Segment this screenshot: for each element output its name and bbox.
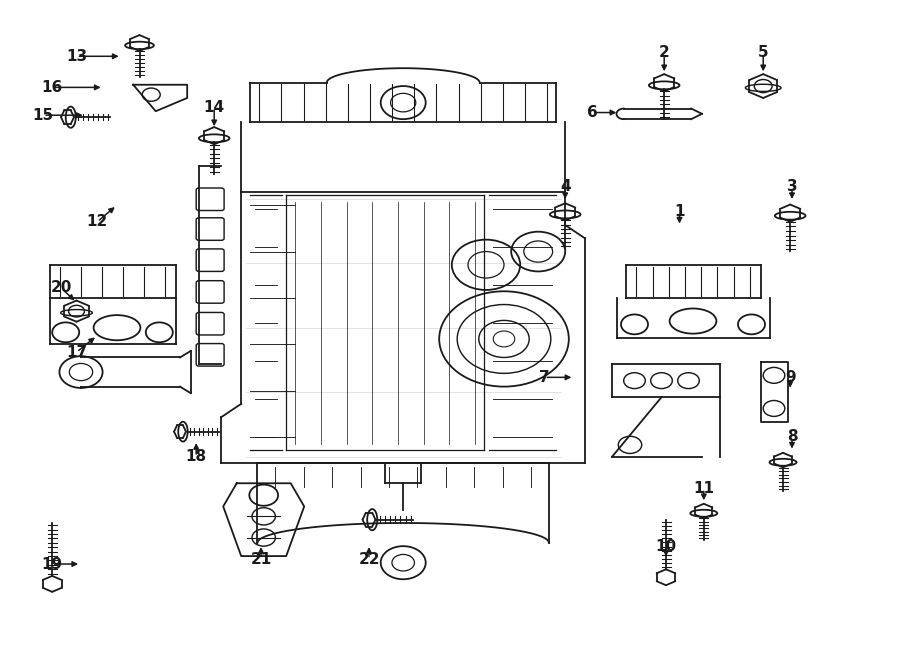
Text: 18: 18 bbox=[185, 449, 207, 464]
Text: 22: 22 bbox=[358, 552, 380, 567]
Text: 7: 7 bbox=[539, 370, 550, 385]
Text: 1: 1 bbox=[674, 205, 685, 219]
Text: 16: 16 bbox=[41, 80, 63, 95]
Text: 5: 5 bbox=[758, 46, 769, 60]
Text: 8: 8 bbox=[787, 430, 797, 444]
Text: 3: 3 bbox=[787, 179, 797, 194]
Text: 6: 6 bbox=[587, 105, 598, 120]
Text: 17: 17 bbox=[66, 345, 87, 359]
Text: 20: 20 bbox=[50, 281, 72, 295]
Text: 12: 12 bbox=[86, 214, 108, 229]
Text: 14: 14 bbox=[203, 100, 225, 115]
Text: 21: 21 bbox=[250, 552, 272, 567]
Text: 13: 13 bbox=[66, 49, 87, 64]
Text: 2: 2 bbox=[659, 46, 670, 60]
Text: 4: 4 bbox=[560, 179, 571, 194]
Text: 10: 10 bbox=[655, 539, 677, 553]
Text: 15: 15 bbox=[32, 108, 54, 122]
Text: 9: 9 bbox=[785, 370, 796, 385]
Text: 11: 11 bbox=[693, 481, 715, 496]
Text: 19: 19 bbox=[41, 557, 63, 571]
